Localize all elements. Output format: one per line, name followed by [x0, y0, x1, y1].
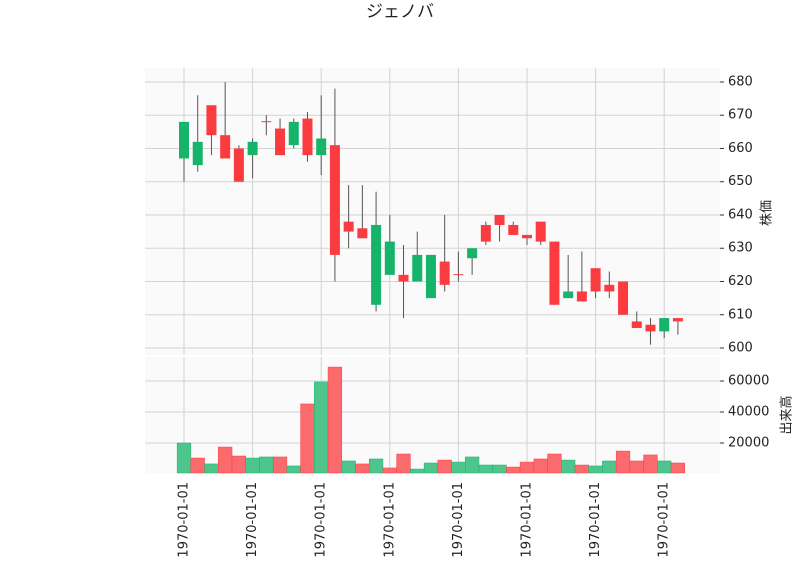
volume-bar — [382, 467, 397, 474]
volume-bar — [204, 463, 219, 474]
volume-bar — [218, 446, 233, 474]
price-panel — [145, 68, 720, 355]
candle-body — [590, 268, 601, 292]
y-tick-label: 680 — [728, 74, 753, 89]
volume-bar — [245, 457, 260, 474]
candle-body — [288, 121, 299, 146]
volume-bar — [465, 456, 480, 474]
volume-bar — [259, 456, 274, 474]
volume-bar — [396, 453, 411, 474]
candle-body — [494, 214, 505, 225]
y-tick-label: 630 — [728, 241, 753, 256]
candle-body — [357, 228, 368, 239]
volume-bar — [368, 458, 384, 474]
x-tick-label: 1970-01-01 — [451, 482, 466, 558]
candle-body — [329, 145, 340, 255]
candle-body — [645, 324, 656, 332]
candle-body — [247, 141, 258, 156]
volume-bar — [506, 466, 521, 474]
candle-body — [371, 224, 382, 305]
y-tick-label: 650 — [728, 174, 753, 189]
y2-tick-label: 20000 — [728, 436, 769, 451]
candle-body — [631, 321, 642, 329]
candle-body — [480, 224, 491, 242]
volume-bar — [519, 461, 535, 474]
candle-body — [261, 121, 272, 123]
y-tick-label: 640 — [728, 207, 753, 222]
candle-body — [439, 261, 450, 285]
candle-body — [618, 281, 629, 315]
candle-body — [179, 121, 189, 159]
y2-tick-label: 40000 — [728, 405, 769, 420]
candle-body — [275, 128, 286, 156]
candle-body — [535, 221, 546, 242]
candle-body — [549, 241, 560, 305]
volume-bar — [574, 464, 589, 474]
candle-body — [563, 291, 574, 299]
candle-body — [659, 318, 670, 332]
candle-body — [576, 291, 587, 302]
x-tick-label: 1970-01-01 — [177, 482, 192, 558]
volume-bar — [643, 454, 658, 474]
y-tick-label: 660 — [728, 141, 753, 156]
volume-bar — [670, 462, 686, 474]
candle-body — [316, 138, 327, 156]
chart-title: ジェノバ — [366, 2, 434, 22]
volume-bar — [451, 461, 466, 474]
volume-bar — [272, 456, 288, 474]
candle-body — [343, 221, 354, 232]
volume-bar — [355, 463, 370, 474]
y-tick-label: 620 — [728, 274, 753, 289]
volume-bar — [300, 403, 315, 474]
x-tick-label: 1970-01-01 — [314, 482, 329, 558]
candle-body — [508, 224, 519, 235]
volume-bar — [437, 459, 452, 474]
volume-bar — [492, 464, 507, 474]
volume-bar — [190, 457, 205, 474]
x-tick-label: 1970-01-01 — [520, 482, 535, 558]
y-tick-label: 670 — [728, 108, 753, 123]
y-axis-label: 株価 — [760, 200, 775, 226]
candle-body — [467, 248, 478, 259]
volume-bar — [286, 465, 301, 474]
candle-body — [412, 254, 423, 282]
y2-tick-label: 60000 — [728, 374, 769, 389]
candle-body — [233, 148, 244, 182]
volume-bar — [602, 460, 617, 474]
volume-bar — [314, 381, 329, 474]
candle-body — [192, 141, 203, 166]
volume-bar — [533, 458, 548, 474]
candle-body — [522, 234, 532, 239]
y-tick-label: 610 — [728, 307, 753, 322]
volume-bar — [341, 460, 356, 474]
x-tick-label: 1970-01-01 — [245, 482, 260, 558]
candle-body — [398, 274, 409, 282]
x-tick-label: 1970-01-01 — [657, 482, 672, 558]
candle-body — [384, 241, 395, 275]
volume-bar — [327, 366, 343, 474]
candle-body — [672, 318, 683, 322]
candle-body — [206, 105, 217, 136]
volume-bar — [176, 442, 192, 474]
y-tick-label: 600 — [728, 341, 753, 356]
x-tick-label: 1970-01-01 — [382, 482, 397, 558]
volume-bar — [657, 460, 672, 474]
volume-bar — [423, 462, 439, 474]
candle-body — [453, 274, 464, 276]
candle-body — [302, 118, 313, 156]
volume-bar — [410, 468, 425, 474]
candle-body — [425, 254, 436, 299]
candle-body — [604, 284, 615, 292]
volume-bar — [561, 459, 576, 474]
volume-bar — [478, 464, 493, 474]
volume-bar — [588, 465, 603, 474]
y2-axis-label: 出来高 — [779, 395, 795, 434]
candle-body — [220, 135, 231, 159]
x-tick-label: 1970-01-01 — [588, 482, 603, 558]
volume-bar — [629, 460, 644, 474]
volume-bar — [231, 455, 246, 474]
volume-bar — [547, 453, 562, 474]
volume-bar — [615, 450, 631, 474]
